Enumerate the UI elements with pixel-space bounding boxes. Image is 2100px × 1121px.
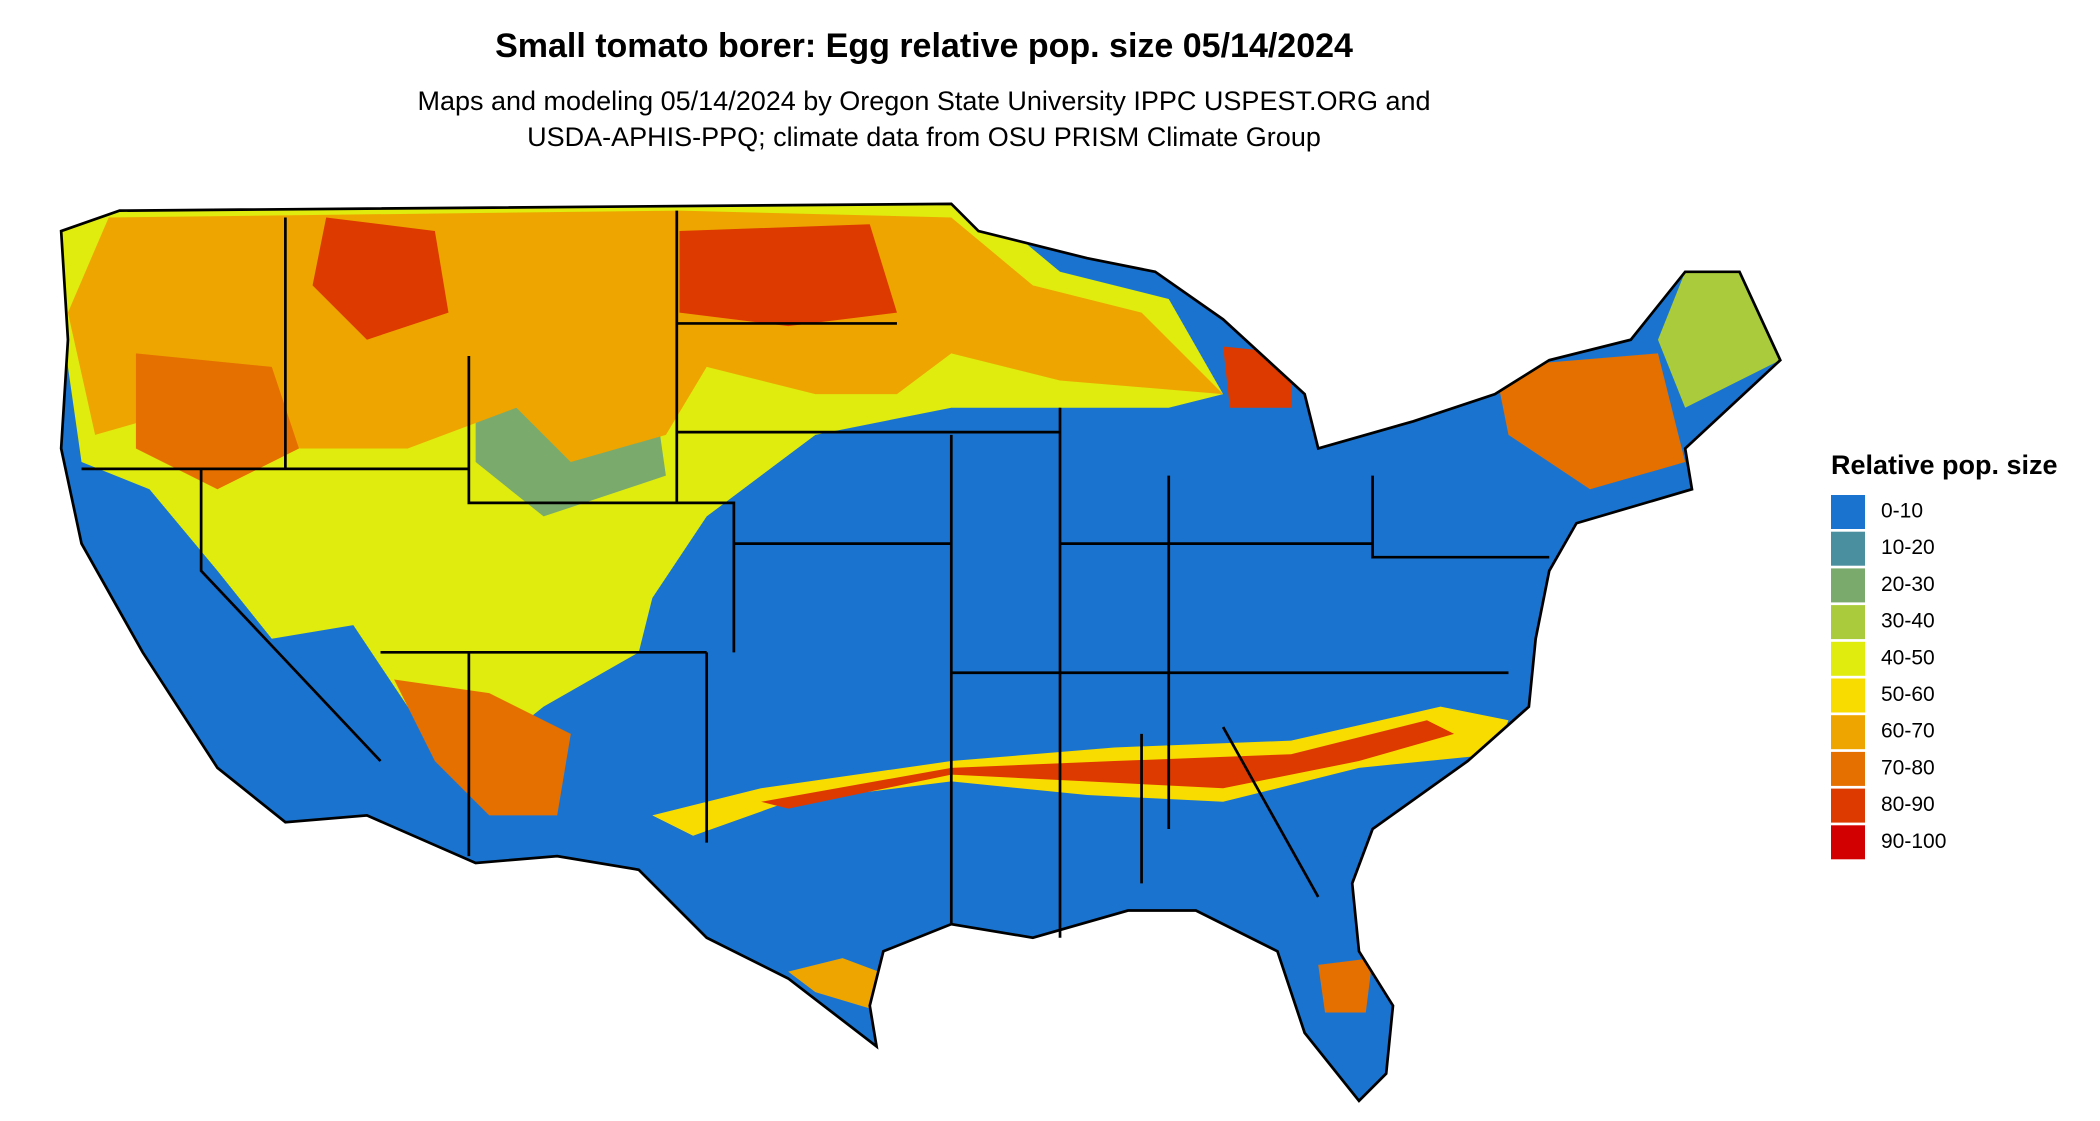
region <box>679 224 897 327</box>
region <box>394 679 571 816</box>
legend-swatch <box>1831 568 1865 603</box>
legend-swatch <box>1831 678 1865 713</box>
legend-label: 30-40 <box>1881 610 1935 633</box>
subtitle: USDA-APHIS-PPQ; climate data from OSU PR… <box>527 122 1321 152</box>
region <box>761 720 1455 809</box>
legend-title: Relative pop. size <box>1831 450 2058 480</box>
map <box>59 202 1782 1103</box>
legend-swatch <box>1831 641 1865 676</box>
region <box>1223 346 1292 408</box>
legend-label: 50-60 <box>1881 683 1935 706</box>
legend-label: 40-50 <box>1881 646 1935 669</box>
region <box>312 217 449 340</box>
country-border <box>59 202 1782 1103</box>
legend-label: 60-70 <box>1881 720 1935 743</box>
legend-swatch <box>1831 751 1865 786</box>
legend-swatch <box>1831 715 1865 750</box>
legend-label: 0-10 <box>1881 500 1923 523</box>
region <box>1657 271 1781 408</box>
legend-swatch <box>1831 495 1865 529</box>
region <box>788 958 897 1013</box>
legend-label: 10-20 <box>1881 536 1935 559</box>
legend-label: 90-100 <box>1881 830 1946 853</box>
legend-swatch <box>1831 788 1865 823</box>
legend-swatch <box>1831 531 1865 566</box>
legend-swatch <box>1831 825 1865 860</box>
legend: 0-10 10-20 20-30 30-40 40-50 50-60 60-70 70-80 8… <box>1831 495 1946 860</box>
region <box>135 353 299 490</box>
legend-label: 80-90 <box>1881 793 1935 816</box>
subtitle: Maps and modeling 05/14/2024 by Oregon S… <box>417 86 1430 116</box>
legend-label: 70-80 <box>1881 756 1935 779</box>
legend-swatch <box>1831 605 1865 640</box>
region <box>1318 958 1373 1013</box>
state-borders <box>81 210 1550 938</box>
legend-label: 20-30 <box>1881 573 1935 596</box>
title: Small tomato borer: Egg relative pop. si… <box>495 27 1353 65</box>
region <box>1494 353 1686 490</box>
